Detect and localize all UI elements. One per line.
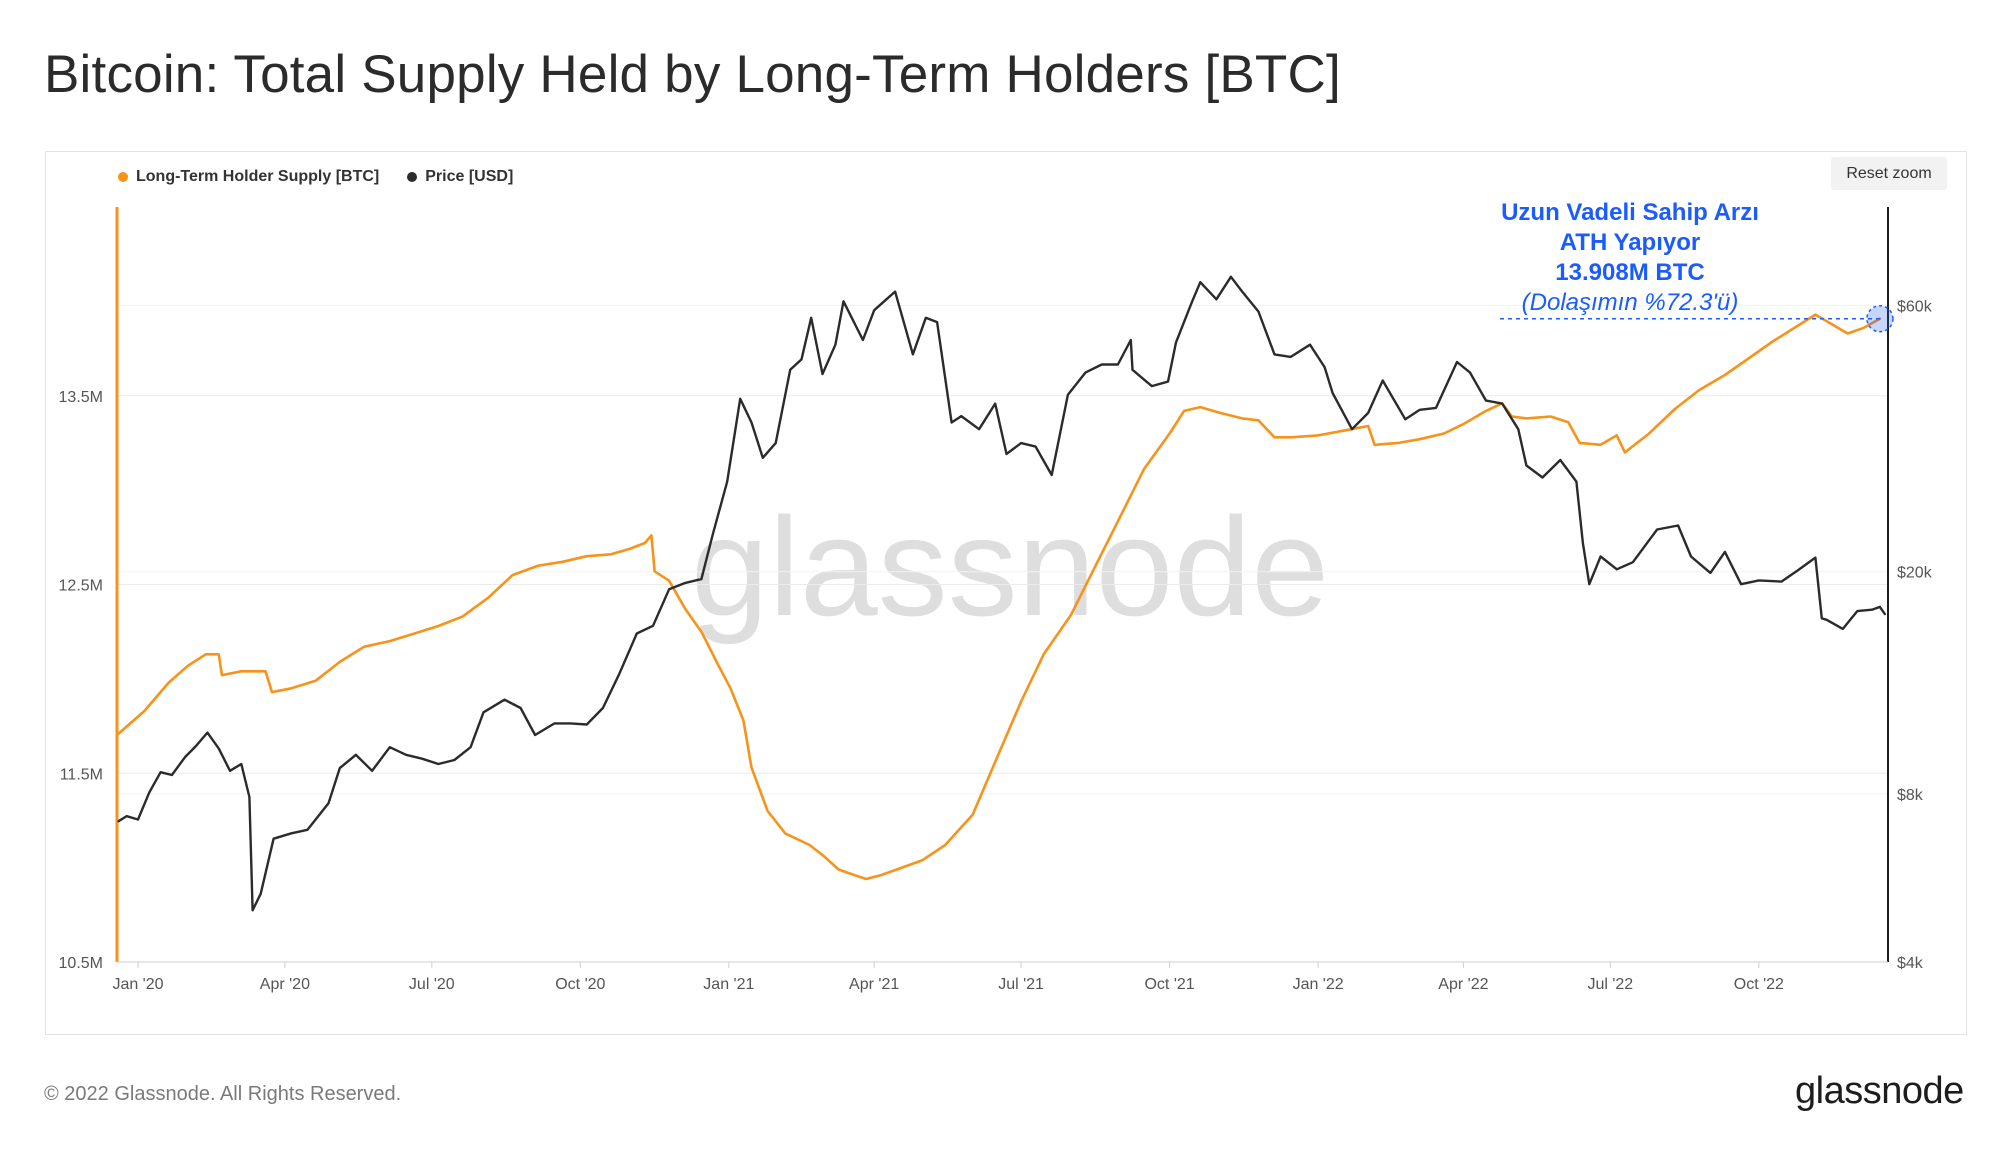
annotation-marker xyxy=(1500,304,1894,333)
tick-labels: 10.5M 11.5M 12.5M 13.5M $4k $8k $20k $60k Jan '2… xyxy=(59,298,1933,993)
x-tick-label: Jan '21 xyxy=(703,976,754,993)
x-tick-label: Oct '20 xyxy=(555,976,605,993)
series-lines xyxy=(117,275,1886,912)
annotation-line-2: ATH Yapıyor xyxy=(1559,229,1701,256)
copyright-footer: © 2022 Glassnode. All Rights Reserved. xyxy=(44,1083,402,1105)
chart-panel xyxy=(45,151,1967,1035)
legend-item-price[interactable]: Price [USD] xyxy=(407,168,513,186)
chart-legend: Long-Term Holder Supply [BTC] Price [USD… xyxy=(118,168,513,186)
y-left-tick-label: 11.5M xyxy=(60,766,103,783)
watermark: glassnode xyxy=(691,488,1329,645)
page-title: Bitcoin: Total Supply Held by Long-Term … xyxy=(44,45,1341,104)
glassnode-logo: glassnode xyxy=(1795,1070,1964,1112)
legend-label-supply: Long-Term Holder Supply [BTC] xyxy=(136,168,380,185)
annotation-line-3: 13.908M BTC xyxy=(1555,259,1705,286)
x-tick-label: Jan '20 xyxy=(112,976,163,993)
annotation-text: Uzun Vadeli Sahip Arzı ATH Yapıyor 13.90… xyxy=(1480,198,1780,318)
y-right-tick-label: $20k xyxy=(1897,565,1933,582)
annotation-line-4: (Dolaşımın %72.3'ü) xyxy=(1521,289,1739,316)
supply-dot-icon xyxy=(118,172,128,182)
price-series-line xyxy=(117,275,1886,912)
x-tick-label: Apr '20 xyxy=(260,976,310,993)
price-dot-icon xyxy=(407,172,418,182)
y-right-tick-label: $60k xyxy=(1897,298,1933,315)
x-tick-label: Apr '21 xyxy=(849,976,899,993)
y-right-tick-label: $8k xyxy=(1897,787,1924,804)
reset-zoom-button[interactable]: Reset zoom xyxy=(1831,157,1947,190)
legend-item-supply[interactable]: Long-Term Holder Supply [BTC] xyxy=(118,168,379,186)
annotation-line-1: Uzun Vadeli Sahip Arzı xyxy=(1501,199,1759,226)
axes xyxy=(115,207,1889,963)
y-right-tick-label: $4k xyxy=(1897,955,1924,972)
annotation-circle xyxy=(1866,304,1894,333)
y-left-tick-label: 10.5M xyxy=(59,955,103,972)
legend-label-price: Price [USD] xyxy=(425,168,514,185)
x-tick-label: Apr '22 xyxy=(1438,976,1488,993)
x-tick-label: Jan '22 xyxy=(1293,976,1344,993)
x-tick-label: Jul '22 xyxy=(1587,976,1633,993)
x-tick-label: Jul '21 xyxy=(998,976,1044,993)
x-tick-label: Oct '21 xyxy=(1144,976,1194,993)
y-left-tick-label: 13.5M xyxy=(59,389,103,406)
supply-series-line xyxy=(117,313,1882,881)
y-left-tick-label: 12.5M xyxy=(59,578,103,595)
x-tick-label: Oct '22 xyxy=(1734,976,1784,993)
x-tick-label: Jul '20 xyxy=(409,976,455,993)
